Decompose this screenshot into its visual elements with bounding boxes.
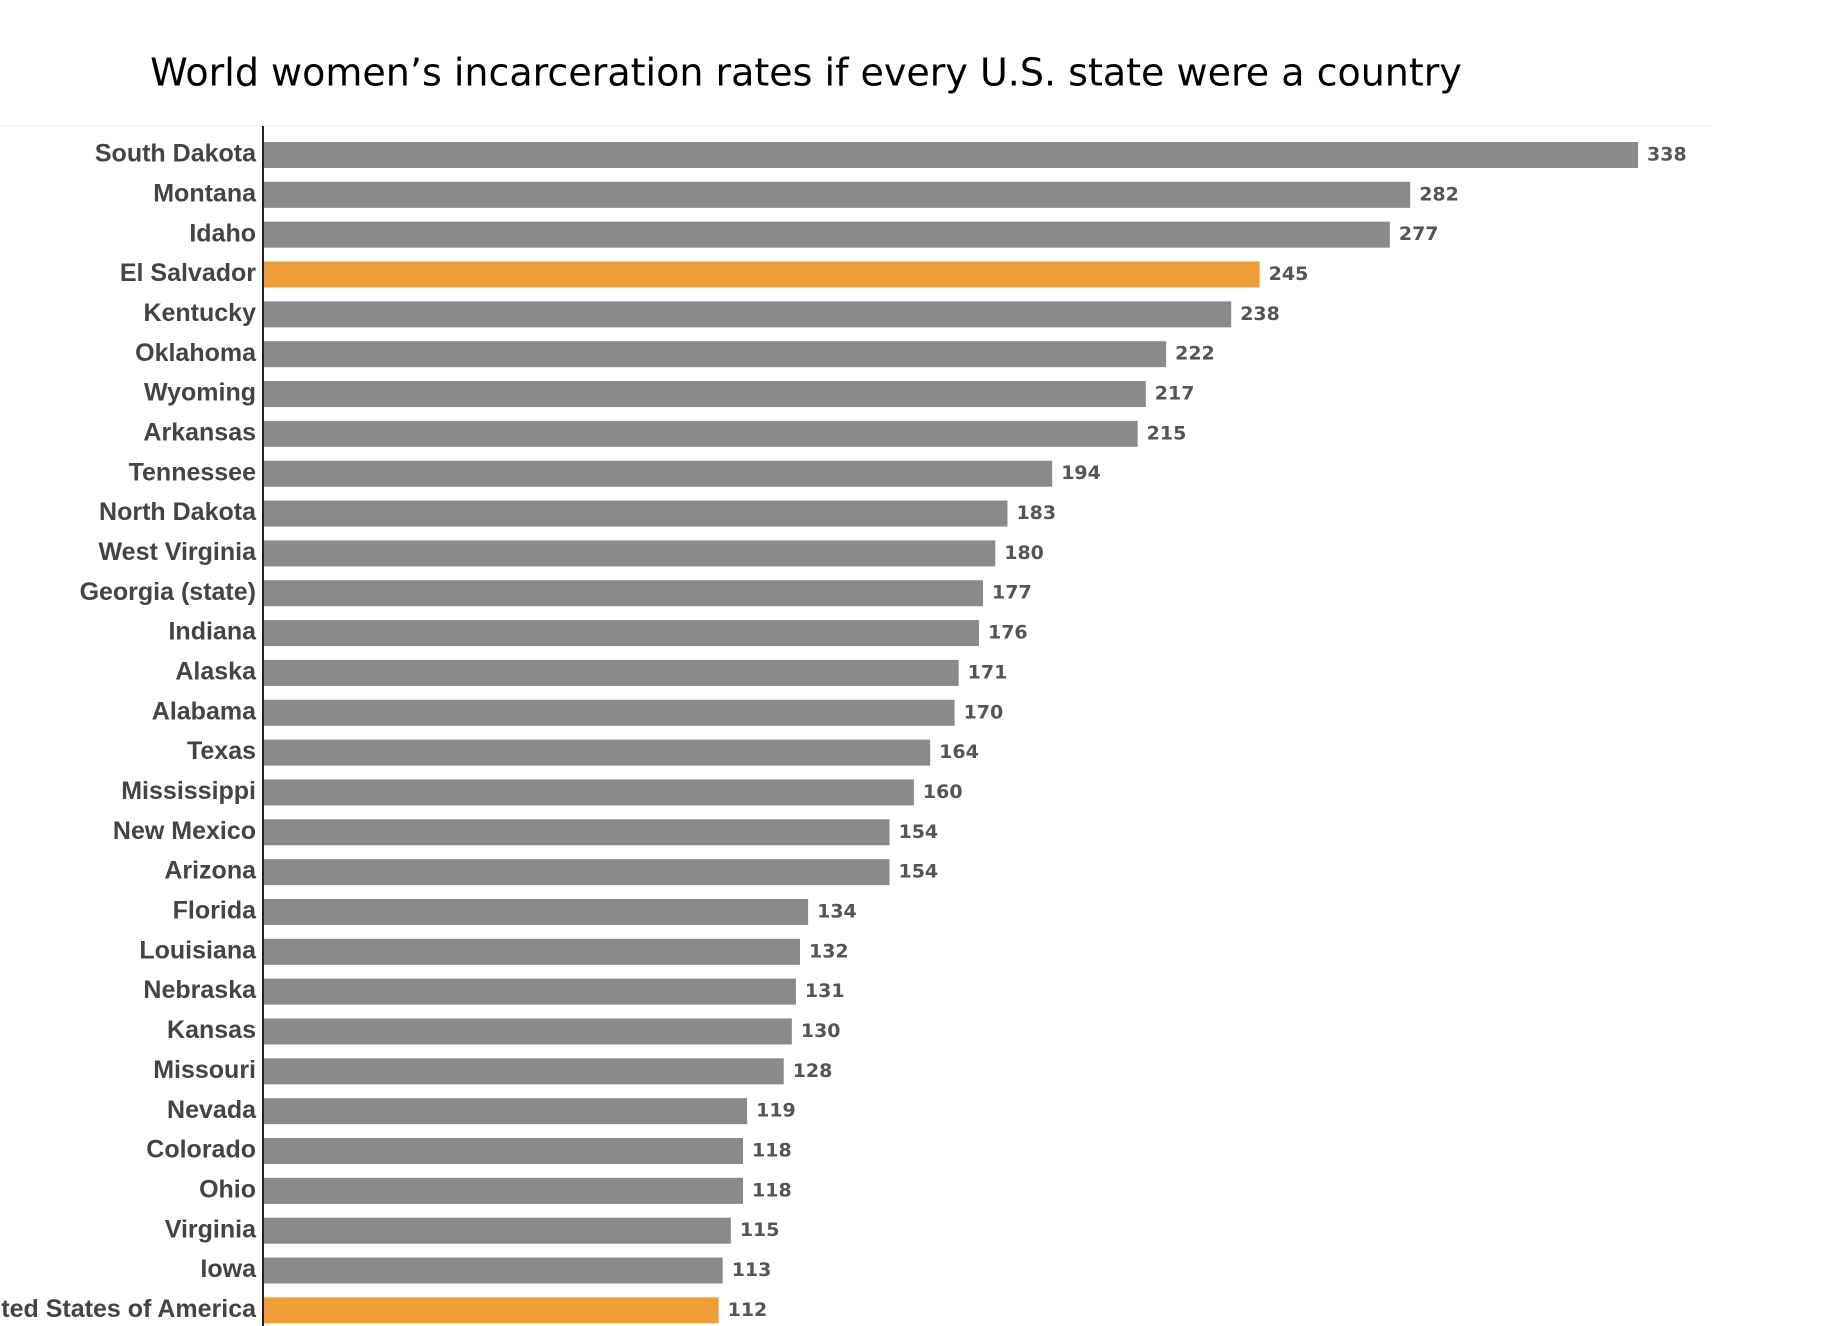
bar bbox=[263, 859, 890, 886]
value-label: 183 bbox=[1016, 502, 1056, 524]
bar bbox=[263, 181, 1411, 208]
bar bbox=[263, 1058, 784, 1085]
value-label: 118 bbox=[752, 1140, 792, 1162]
bar bbox=[263, 819, 890, 846]
bar bbox=[263, 301, 1232, 328]
category-label: Arizona bbox=[164, 857, 257, 885]
value-label: 277 bbox=[1399, 223, 1439, 245]
value-label: 132 bbox=[809, 940, 849, 962]
category-label: Nebraska bbox=[143, 976, 257, 1004]
value-label: 194 bbox=[1061, 462, 1101, 484]
category-label: Nevada bbox=[167, 1096, 257, 1124]
bar bbox=[263, 620, 979, 647]
category-label: Virginia bbox=[165, 1215, 257, 1243]
bar bbox=[263, 1018, 792, 1045]
value-label: 177 bbox=[992, 582, 1032, 604]
bar bbox=[263, 500, 1008, 527]
category-label: Idaho bbox=[189, 219, 256, 247]
value-label: 115 bbox=[740, 1219, 780, 1241]
category-label: Colorado bbox=[146, 1136, 256, 1164]
category-label: Arkansas bbox=[143, 418, 256, 446]
value-label: 128 bbox=[793, 1060, 833, 1082]
bar bbox=[263, 460, 1053, 487]
bar bbox=[263, 341, 1167, 368]
bar bbox=[263, 739, 931, 766]
bar bbox=[263, 1257, 723, 1284]
bar bbox=[263, 1098, 748, 1125]
value-label: 222 bbox=[1175, 343, 1215, 365]
category-label: Alaska bbox=[175, 658, 257, 686]
category-label: Kentucky bbox=[143, 299, 256, 327]
value-label: 171 bbox=[968, 661, 1008, 683]
bar bbox=[263, 1138, 744, 1164]
value-label: 131 bbox=[805, 980, 845, 1002]
value-label: 282 bbox=[1419, 183, 1459, 205]
value-label: 130 bbox=[801, 1020, 841, 1042]
category-label: Louisiana bbox=[139, 936, 257, 964]
category-label: Missouri bbox=[153, 1056, 256, 1084]
category-label: Montana bbox=[153, 179, 257, 207]
category-label: Alabama bbox=[152, 697, 257, 725]
category-label: North Dakota bbox=[99, 498, 257, 526]
value-label: 180 bbox=[1004, 542, 1044, 564]
value-label: 238 bbox=[1240, 303, 1280, 325]
category-label: Kansas bbox=[167, 1016, 256, 1044]
bar bbox=[263, 779, 914, 806]
bar bbox=[263, 221, 1390, 248]
value-label: 176 bbox=[988, 622, 1028, 644]
value-label: 113 bbox=[732, 1259, 772, 1281]
bar bbox=[263, 142, 1638, 168]
bar bbox=[263, 1297, 719, 1324]
bar bbox=[263, 1217, 731, 1244]
category-label: West Virginia bbox=[99, 538, 258, 566]
value-label: 338 bbox=[1647, 144, 1687, 166]
bar bbox=[263, 420, 1138, 447]
category-label: Ohio bbox=[199, 1175, 256, 1203]
value-label: 215 bbox=[1147, 422, 1187, 444]
category-label: United States of America bbox=[0, 1295, 257, 1323]
category-label: Florida bbox=[173, 897, 257, 925]
category-label: Iowa bbox=[200, 1255, 257, 1283]
value-label: 154 bbox=[898, 821, 938, 843]
chart-title: World women’s incarceration rates if eve… bbox=[150, 51, 1462, 95]
category-label: Oklahoma bbox=[135, 339, 257, 367]
bar bbox=[263, 381, 1146, 408]
value-label: 160 bbox=[923, 781, 963, 803]
value-label: 112 bbox=[728, 1299, 768, 1321]
value-label: 118 bbox=[752, 1179, 792, 1201]
bar bbox=[263, 540, 996, 567]
bar bbox=[263, 659, 959, 686]
bar bbox=[263, 978, 796, 1005]
bar bbox=[263, 580, 984, 607]
bar bbox=[263, 699, 955, 726]
category-label: Texas bbox=[187, 737, 256, 765]
bar bbox=[263, 1177, 744, 1204]
value-label: 164 bbox=[939, 741, 979, 763]
value-label: 134 bbox=[817, 900, 857, 922]
value-label: 170 bbox=[964, 701, 1004, 723]
category-label: South Dakota bbox=[95, 140, 257, 168]
category-label: Wyoming bbox=[144, 379, 256, 407]
category-label: Tennessee bbox=[129, 458, 256, 486]
category-label: Mississippi bbox=[121, 777, 256, 805]
bar bbox=[263, 898, 809, 925]
category-label: Georgia (state) bbox=[80, 578, 256, 606]
value-label: 245 bbox=[1269, 263, 1309, 285]
bar bbox=[263, 938, 800, 965]
value-label: 217 bbox=[1155, 383, 1195, 405]
category-label: El Salvador bbox=[120, 259, 256, 287]
value-label: 154 bbox=[898, 861, 938, 883]
category-label: Indiana bbox=[168, 618, 257, 646]
value-label: 119 bbox=[756, 1100, 796, 1122]
bar bbox=[263, 261, 1260, 288]
category-label: New Mexico bbox=[113, 817, 256, 845]
